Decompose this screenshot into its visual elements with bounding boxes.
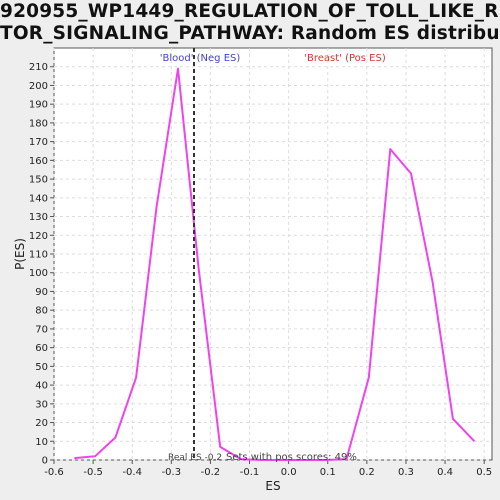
x-tick-label: -0.2 [201,467,221,478]
chart-title-line-1: 920955_WP1449_REGULATION_OF_TOLL_LIKE_RE… [0,1,500,22]
series-layer [74,67,476,461]
y-tick-label: 120 [29,231,48,242]
y-tick-label: 70 [35,324,48,335]
y-tick-label: 200 [29,81,48,92]
series-line [74,67,476,461]
x-tick-label: 0.1 [320,467,336,478]
x-tick-label: -0.3 [162,467,182,478]
x-axis-label: ES [265,479,280,493]
x-tick-label: -0.5 [83,467,103,478]
y-tick-label: 80 [35,306,48,317]
y-tick-label: 20 [35,418,48,429]
neg-es-annotation: 'Blood' (Neg ES) [160,53,241,64]
y-tick-label: 60 [35,343,48,354]
axis-ticks: 0 10 20 30 40 50 60 70 80 90 100 110 120 130 140 150 160… [29,62,492,478]
x-tick-label: 0.0 [281,467,297,478]
y-tick-label: 140 [29,193,48,204]
x-tick-label: 0.2 [359,467,375,478]
x-tick-label: -0.4 [122,467,142,478]
chart-title-line-2: TOR_SIGNALING_PATHWAY: Random ES distrib… [0,23,500,44]
y-tick-label: 190 [29,100,48,111]
x-tick-label: 0.3 [398,467,414,478]
x-tick-label: -0.6 [44,467,64,478]
real-es-label: Real ES -0.2 [168,453,222,463]
y-tick-label: 210 [29,62,48,73]
y-axis-label: P(ES) [13,238,27,270]
y-tick-label: 100 [29,268,48,279]
pos-es-annotation: 'Breast' (Pos ES) [304,53,386,64]
y-tick-label: 170 [29,137,48,148]
x-tick-label: 0.4 [437,467,453,478]
y-tick-label: 0 [42,456,48,467]
y-tick-label: 160 [29,156,48,167]
chart-title: 920955_WP1449_REGULATION_OF_TOLL_LIKE_RE… [0,1,500,45]
pos-scores-label: Sets with pos scores: 49% [226,452,357,463]
y-tick-label: 110 [29,250,48,261]
x-tick-label: 0.5 [476,467,492,478]
y-tick-label: 90 [35,287,48,298]
y-tick-label: 150 [29,175,48,186]
y-tick-label: 180 [29,118,48,129]
y-tick-label: 10 [35,437,48,448]
y-tick-label: 130 [29,212,48,223]
y-tick-label: 50 [35,362,48,373]
y-tick-label: 30 [35,399,48,410]
x-tick-label: -0.1 [240,467,260,478]
y-tick-label: 40 [35,381,48,392]
